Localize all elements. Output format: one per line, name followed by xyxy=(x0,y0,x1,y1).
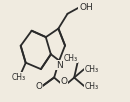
Text: CH₃: CH₃ xyxy=(63,54,77,63)
Text: N: N xyxy=(56,61,63,70)
Text: CH₃: CH₃ xyxy=(84,65,98,74)
Text: OH: OH xyxy=(79,3,93,12)
Text: CH₃: CH₃ xyxy=(84,82,98,91)
Text: CH₃: CH₃ xyxy=(12,73,26,82)
Text: O: O xyxy=(61,77,68,86)
Text: O: O xyxy=(35,82,43,91)
